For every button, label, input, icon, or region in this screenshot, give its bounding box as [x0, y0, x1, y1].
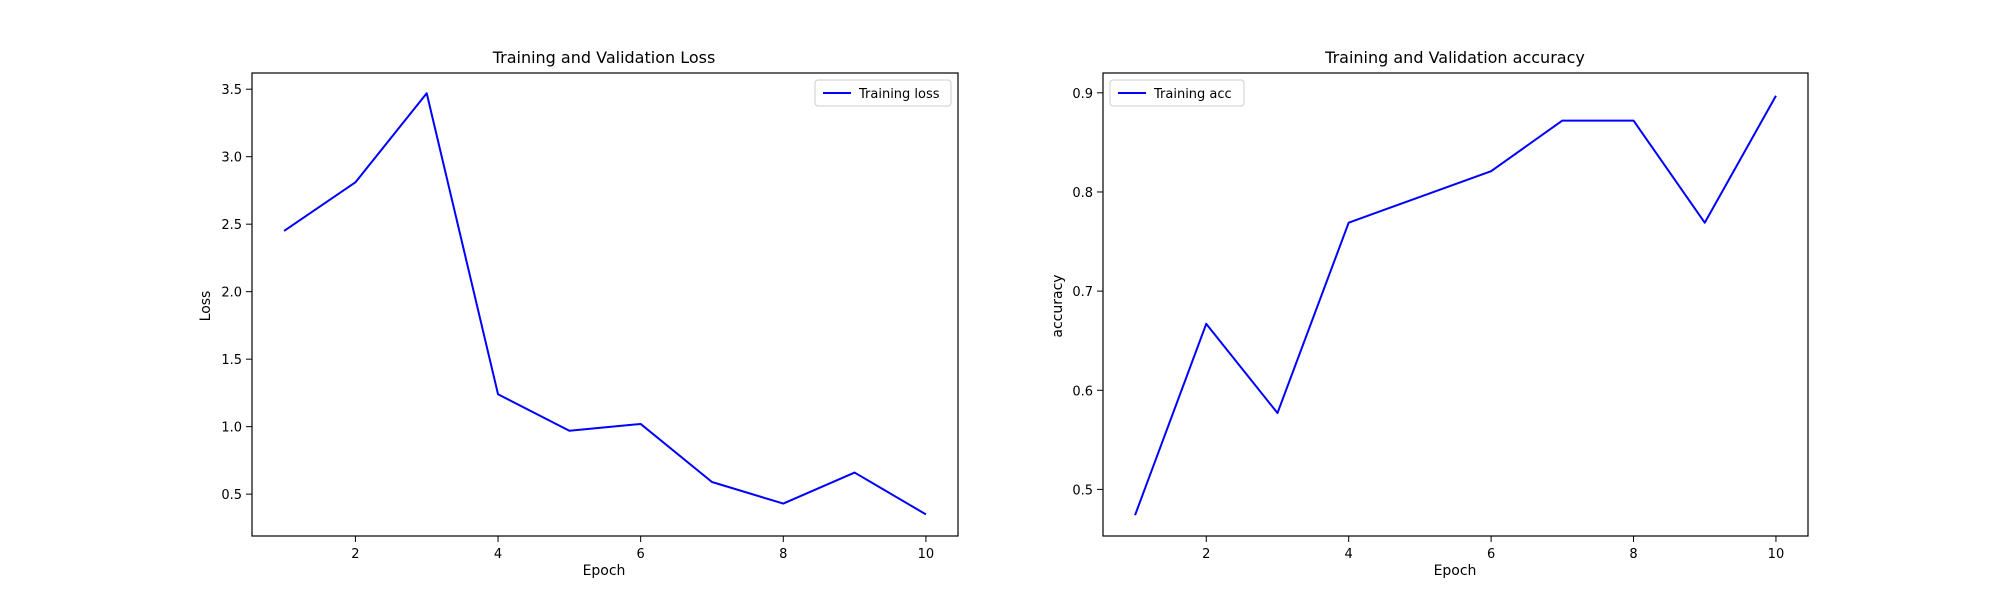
loss-chart-legend-box — [814, 79, 952, 107]
loss-chart-ytick-label: 3.0 — [221, 151, 242, 166]
accuracy-chart-axes-frame — [1102, 72, 1809, 537]
loss-chart-xtick-label: 2 — [351, 547, 359, 562]
accuracy-chart-legend-box — [1109, 79, 1245, 107]
accuracy-chart-xtick-label: 10 — [1768, 547, 1785, 562]
accuracy-chart-ytick-label: 0.5 — [1072, 483, 1093, 498]
accuracy-chart-legend: Training acc — [1109, 79, 1245, 107]
loss-chart-ytick-label: 1.0 — [221, 421, 242, 436]
accuracy-chart-ylabel: accuracy — [1050, 274, 1066, 337]
loss-chart: Training and Validation Loss Epoch Loss … — [198, 48, 959, 579]
accuracy-chart-ytick-label: 0.6 — [1072, 384, 1093, 399]
loss-chart-xlabel: Epoch — [583, 563, 626, 579]
loss-chart-ytick-label: 2.5 — [221, 218, 242, 233]
loss-chart-title: Training and Validation Loss — [492, 48, 716, 67]
accuracy-chart-ytick-label: 0.8 — [1072, 186, 1093, 201]
loss-chart-xtick-label: 8 — [779, 547, 787, 562]
accuracy-chart-xlabel: Epoch — [1434, 563, 1477, 579]
loss-chart-ytick-label: 3.5 — [221, 83, 242, 98]
loss-chart-series-line-0 — [283, 92, 927, 516]
accuracy-chart-ytick-label: 0.9 — [1072, 87, 1093, 102]
accuracy-chart-xtick-label: 4 — [1345, 547, 1353, 562]
accuracy-chart-xtick-label: 2 — [1202, 547, 1210, 562]
accuracy-chart-series-line-0 — [1134, 95, 1777, 516]
loss-chart-ytick-label: 1.5 — [221, 353, 242, 368]
loss-chart-ylabel: Loss — [198, 291, 214, 322]
loss-chart-ytick-label: 2.0 — [221, 286, 242, 301]
loss-chart-xtick-label: 10 — [918, 547, 935, 562]
loss-chart-axes-frame — [251, 72, 959, 537]
loss-chart-xtick-label: 6 — [637, 547, 645, 562]
loss-chart-legend: Training loss — [814, 79, 952, 107]
accuracy-chart-xtick-label: 8 — [1629, 547, 1637, 562]
accuracy-chart-xtick-label: 6 — [1487, 547, 1495, 562]
loss-chart-ytick-label: 0.5 — [221, 488, 242, 503]
accuracy-chart-legend-label: Training acc — [1153, 87, 1232, 102]
accuracy-chart: Training and Validation accuracy Epoch a… — [1050, 48, 1809, 579]
accuracy-chart-ytick-label: 0.7 — [1072, 285, 1093, 300]
loss-chart-legend-label: Training loss — [858, 87, 940, 102]
loss-chart-xtick-label: 4 — [494, 547, 502, 562]
accuracy-chart-title: Training and Validation accuracy — [1324, 48, 1585, 67]
